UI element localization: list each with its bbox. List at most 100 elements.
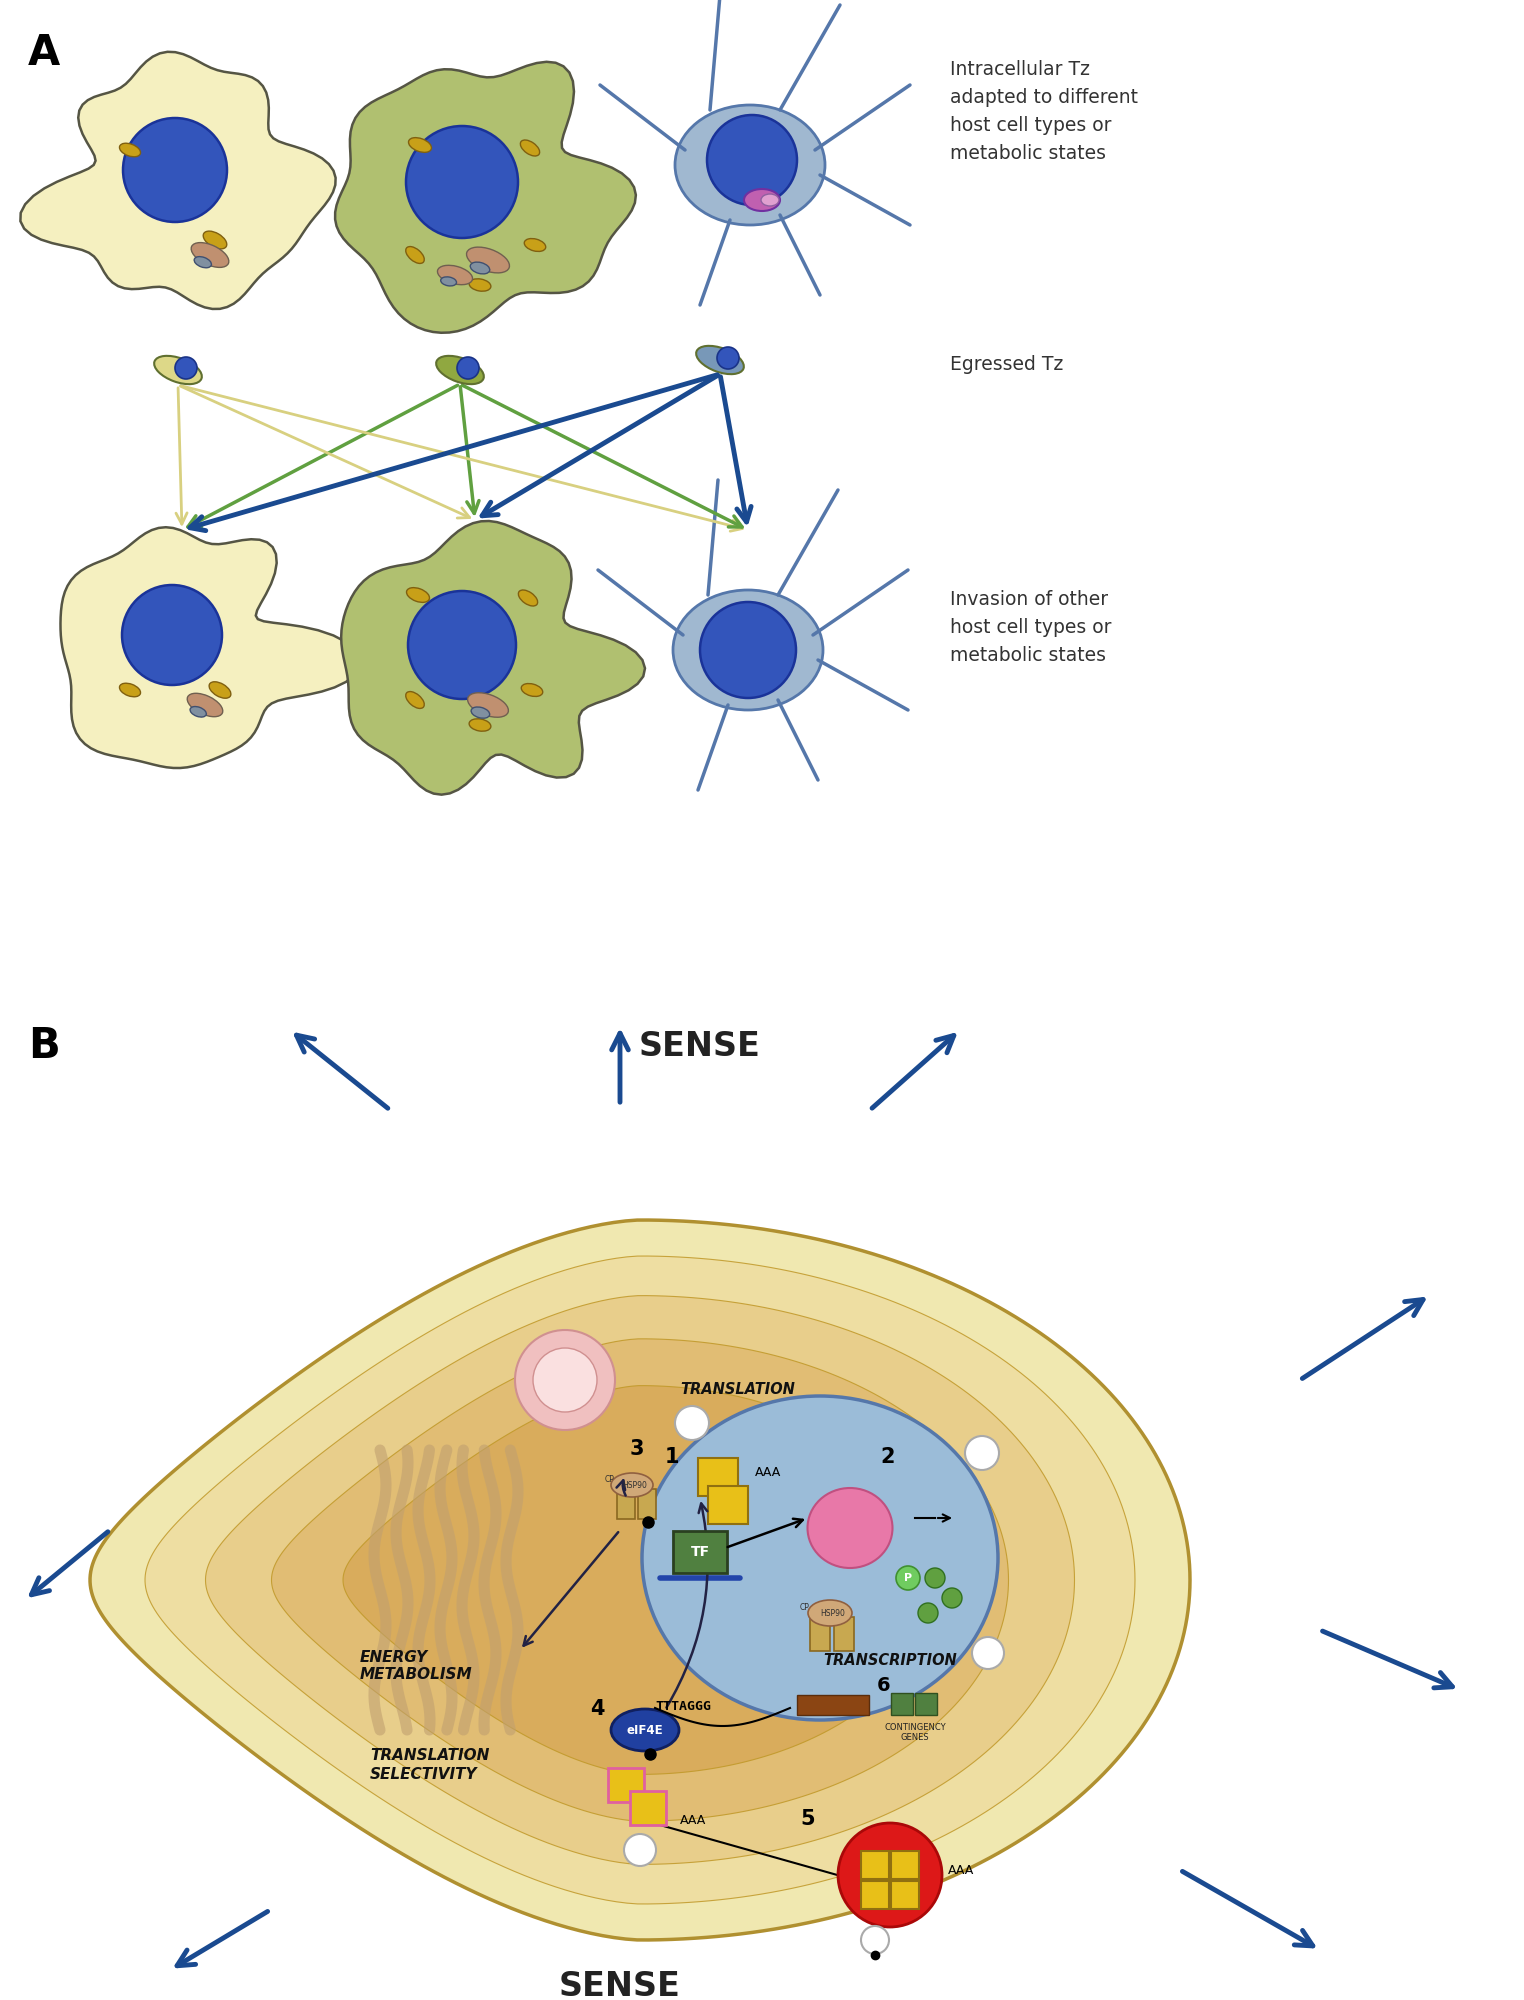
Circle shape (707, 114, 797, 206)
Text: Invasion of other
host cell types or
metabolic states: Invasion of other host cell types or met… (949, 590, 1111, 664)
Text: SENSE: SENSE (559, 1970, 681, 2000)
Circle shape (122, 584, 223, 684)
Text: Intracellular Tz
adapted to different
host cell types or
metabolic states: Intracellular Tz adapted to different ho… (949, 60, 1138, 164)
FancyBboxPatch shape (629, 1792, 666, 1824)
Text: TRANSCRIPTION: TRANSCRIPTION (823, 1652, 957, 1668)
Ellipse shape (760, 194, 779, 206)
Polygon shape (145, 1256, 1135, 1904)
Ellipse shape (518, 590, 538, 606)
Text: B: B (27, 1024, 59, 1068)
Text: AAA: AAA (680, 1814, 706, 1826)
Polygon shape (206, 1296, 1074, 1864)
Text: 6: 6 (876, 1676, 890, 1696)
Text: TF: TF (690, 1544, 710, 1560)
Ellipse shape (469, 718, 491, 732)
FancyBboxPatch shape (834, 1616, 853, 1652)
Circle shape (123, 118, 227, 222)
FancyBboxPatch shape (797, 1696, 869, 1714)
Ellipse shape (469, 278, 491, 292)
Ellipse shape (521, 684, 543, 696)
Ellipse shape (642, 1396, 998, 1720)
Polygon shape (271, 1338, 1009, 1822)
Circle shape (405, 126, 518, 238)
Ellipse shape (187, 694, 223, 716)
Text: TRANSLATION: TRANSLATION (680, 1382, 796, 1398)
Ellipse shape (674, 590, 823, 710)
Ellipse shape (471, 706, 489, 718)
Ellipse shape (675, 104, 824, 224)
Circle shape (675, 1406, 709, 1440)
FancyBboxPatch shape (639, 1488, 655, 1520)
Circle shape (965, 1436, 1000, 1470)
FancyBboxPatch shape (892, 1880, 919, 1908)
Text: AAA: AAA (948, 1864, 974, 1876)
Circle shape (925, 1568, 945, 1588)
Ellipse shape (524, 238, 546, 252)
FancyBboxPatch shape (861, 1852, 888, 1880)
Text: 1: 1 (664, 1448, 680, 1468)
Circle shape (917, 1604, 937, 1624)
Ellipse shape (437, 266, 472, 284)
FancyBboxPatch shape (698, 1458, 738, 1496)
Circle shape (861, 1926, 888, 1954)
Text: CP: CP (800, 1604, 809, 1612)
Ellipse shape (468, 692, 509, 718)
Ellipse shape (696, 346, 744, 374)
Ellipse shape (611, 1472, 652, 1496)
Ellipse shape (408, 138, 431, 152)
Ellipse shape (407, 588, 430, 602)
Text: TTTAGGG: TTTAGGG (655, 1700, 712, 1712)
Text: ENERGY
METABOLISM: ENERGY METABOLISM (360, 1650, 472, 1682)
Ellipse shape (119, 684, 140, 696)
Ellipse shape (611, 1708, 680, 1752)
FancyBboxPatch shape (709, 1486, 748, 1524)
Ellipse shape (440, 276, 457, 286)
Text: SENSE: SENSE (639, 1030, 760, 1064)
Ellipse shape (203, 232, 227, 248)
Ellipse shape (744, 190, 780, 210)
FancyBboxPatch shape (861, 1880, 888, 1908)
Ellipse shape (808, 1600, 852, 1626)
Polygon shape (335, 62, 636, 332)
Ellipse shape (466, 248, 509, 272)
FancyBboxPatch shape (617, 1488, 636, 1520)
Text: AAA: AAA (754, 1466, 782, 1478)
Ellipse shape (190, 706, 206, 718)
Ellipse shape (190, 242, 229, 268)
Polygon shape (343, 1386, 937, 1774)
FancyBboxPatch shape (809, 1616, 831, 1652)
Circle shape (533, 1348, 597, 1412)
Text: 3: 3 (629, 1440, 645, 1460)
Circle shape (457, 356, 479, 380)
Text: HSP90: HSP90 (623, 1480, 648, 1490)
Ellipse shape (808, 1488, 893, 1568)
Ellipse shape (471, 262, 489, 274)
Ellipse shape (154, 356, 201, 384)
Text: TRANSLATION
SELECTIVITY: TRANSLATION SELECTIVITY (370, 1748, 489, 1782)
Text: CONTINGENCY
GENES: CONTINGENCY GENES (884, 1722, 946, 1742)
Text: Egressed Tz: Egressed Tz (949, 356, 1064, 374)
FancyBboxPatch shape (674, 1532, 727, 1572)
Circle shape (408, 592, 517, 700)
Text: 4: 4 (590, 1700, 605, 1718)
Text: P: P (904, 1572, 911, 1584)
FancyBboxPatch shape (914, 1692, 937, 1714)
Text: 2: 2 (879, 1448, 895, 1468)
Ellipse shape (209, 682, 232, 698)
Circle shape (716, 348, 739, 368)
Circle shape (515, 1330, 616, 1430)
FancyBboxPatch shape (892, 1692, 913, 1714)
Circle shape (700, 602, 796, 698)
Ellipse shape (194, 256, 212, 268)
FancyBboxPatch shape (892, 1852, 919, 1880)
Ellipse shape (405, 246, 424, 264)
Circle shape (896, 1566, 920, 1590)
Polygon shape (20, 52, 335, 308)
Polygon shape (61, 528, 360, 768)
Circle shape (623, 1834, 655, 1866)
Text: A: A (27, 32, 61, 74)
Ellipse shape (436, 356, 483, 384)
Ellipse shape (119, 144, 140, 156)
Polygon shape (341, 520, 645, 794)
Circle shape (838, 1824, 942, 1928)
